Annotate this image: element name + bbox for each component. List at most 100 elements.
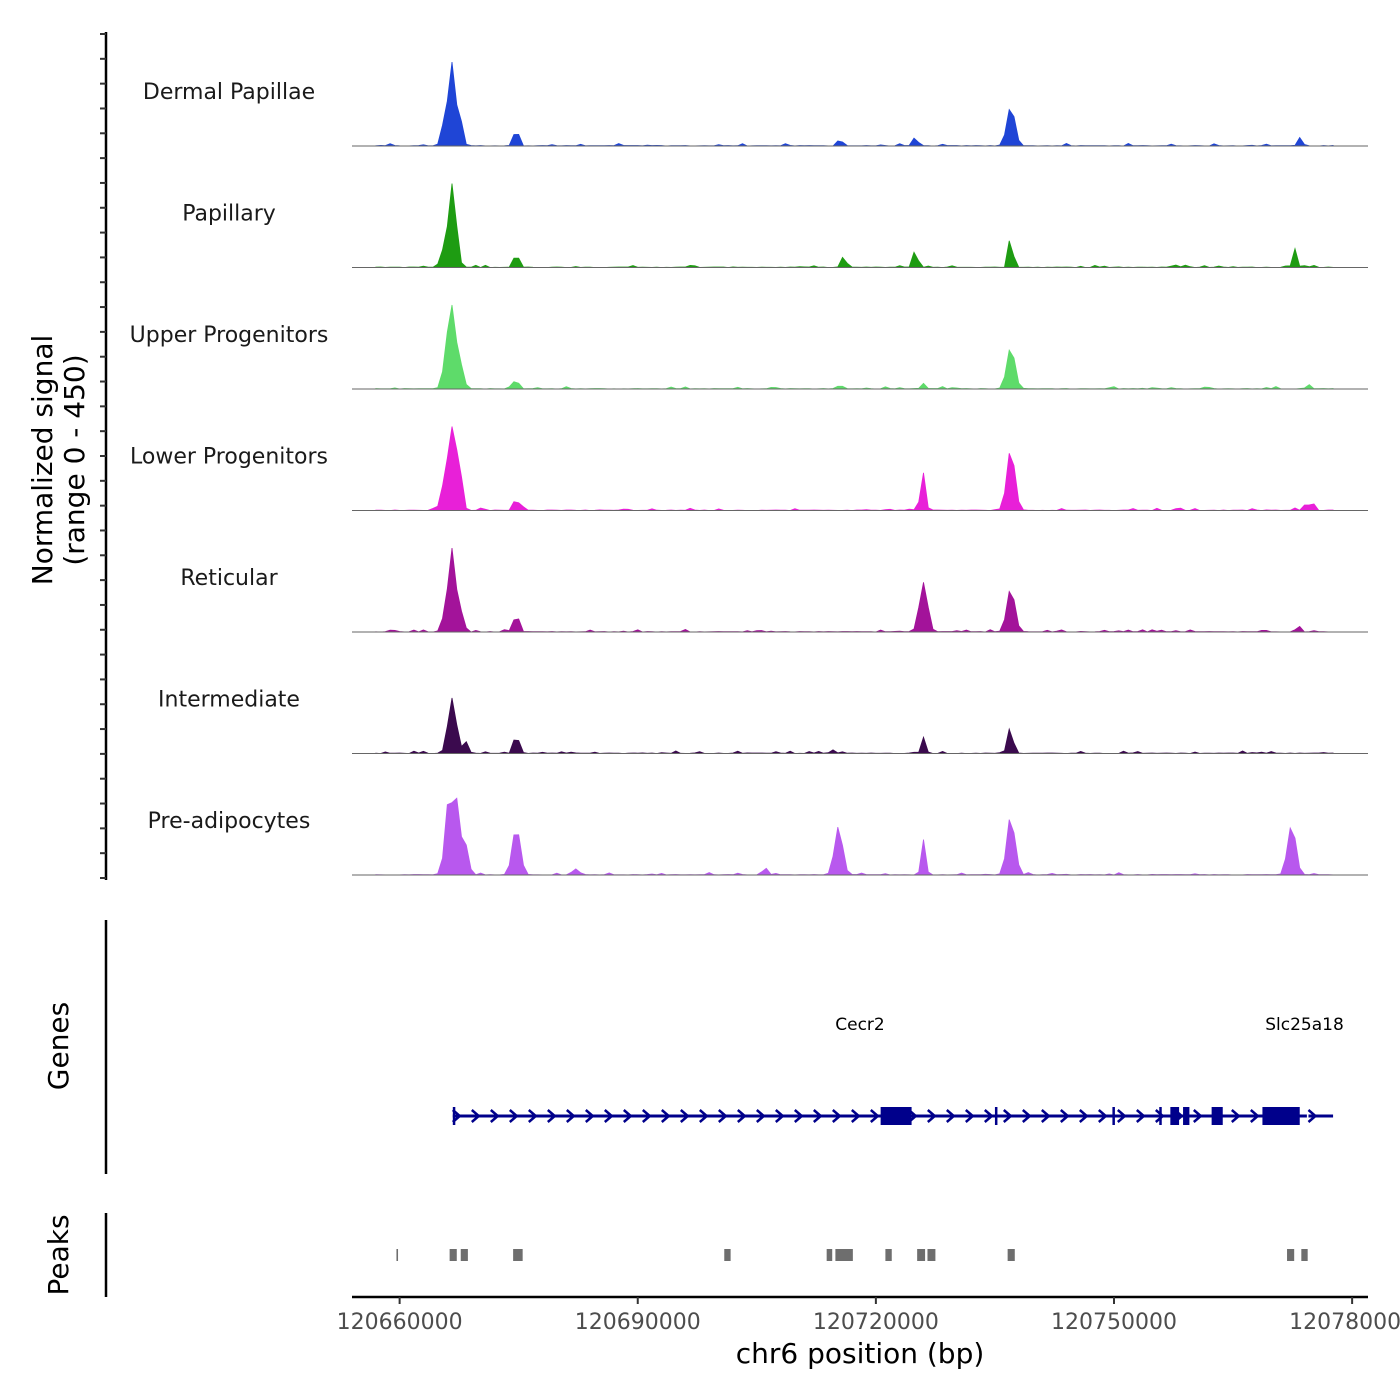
track-label: Papillary (182, 202, 276, 227)
signal-tracks: Dermal Papillae Papillary Upper Progenitor… (130, 61, 1368, 876)
x-axis-title: chr6 position (bp) (736, 1337, 985, 1370)
peak-region (927, 1249, 936, 1261)
x-tick-label: 120750000 (1051, 1310, 1177, 1335)
strand-arrow (926, 1109, 937, 1123)
coverage-track: Pre-adipocytes (148, 797, 1368, 876)
peak-region (826, 1249, 833, 1261)
strand-arrow (1230, 1109, 1241, 1123)
strand-arrow (1097, 1109, 1108, 1123)
coverage-area (375, 697, 1334, 754)
signal-y-ticks (100, 33, 106, 879)
track-label: Reticular (180, 566, 278, 591)
gene-label: Cecr2 (835, 1015, 884, 1035)
track-label: Intermediate (158, 688, 300, 713)
signal-y-axis-title: Normalized signal (26, 335, 59, 586)
exon (1170, 1107, 1180, 1125)
peak-region (1007, 1249, 1015, 1261)
gene-panel-title: Genes (42, 1002, 75, 1090)
x-axis-ticks: 120660000 120690000 120720000 120750000 1207… (337, 1297, 1400, 1335)
strand-arrow (869, 1109, 880, 1123)
strand-arrow (584, 1109, 595, 1123)
peak-region (396, 1249, 399, 1261)
exon (880, 1107, 912, 1125)
exon (1112, 1107, 1115, 1125)
coverage-track: Lower Progenitors (130, 426, 1368, 511)
coverage-track: Reticular (180, 547, 1368, 633)
strand-arrow (660, 1109, 671, 1123)
exon (1183, 1107, 1190, 1125)
strand-arrow (622, 1109, 633, 1123)
track-label: Dermal Papillae (143, 80, 315, 105)
strand-arrow (1002, 1109, 1013, 1123)
strand-arrow (1135, 1109, 1146, 1123)
strand-arrow (470, 1109, 481, 1123)
strand-arrow (755, 1109, 766, 1123)
strand-arrow (1154, 1109, 1165, 1123)
strand-arrow (945, 1109, 956, 1123)
coverage-area (375, 304, 1334, 390)
strand-arrow (1040, 1109, 1051, 1123)
coverage-track: Papillary (182, 183, 1368, 268)
coverage-area (375, 547, 1334, 633)
peak-region (917, 1249, 926, 1261)
strand-arrow (603, 1109, 614, 1123)
gene-model: Cecr2 (451, 1015, 1307, 1125)
strand-arrow (1116, 1109, 1127, 1123)
exon (452, 1107, 456, 1125)
strand-arrow (527, 1109, 538, 1123)
exon (994, 1107, 998, 1125)
x-tick-label: 120690000 (575, 1310, 701, 1335)
strand-arrow (698, 1109, 709, 1123)
gene-label: Slc25a18 (1265, 1015, 1344, 1035)
strand-arrow (1078, 1109, 1089, 1123)
x-tick-label: 120720000 (813, 1310, 939, 1335)
gene-models: Cecr2 Slc25a18 (451, 1015, 1344, 1125)
x-tick-label: 120660000 (337, 1310, 463, 1335)
strand-arrow (793, 1109, 804, 1123)
x-axis: 120660000 120690000 120720000 120750000 1207… (337, 1295, 1400, 1370)
track-label: Upper Progenitors (130, 323, 329, 348)
track-label: Pre-adipocytes (148, 809, 311, 834)
peak-regions (396, 1249, 1308, 1261)
signal-y-axis-range: (range 0 - 450) (58, 354, 91, 565)
strand-arrow (774, 1109, 785, 1123)
peak-region (724, 1249, 731, 1261)
peak-region (449, 1249, 457, 1261)
coverage-track: Upper Progenitors (130, 304, 1368, 390)
strand-arrow (850, 1109, 861, 1123)
coverage-area (375, 426, 1334, 511)
peak-region (835, 1249, 853, 1261)
coverage-area (375, 797, 1334, 876)
strand-arrow (1192, 1109, 1203, 1123)
coverage-track: Intermediate (158, 688, 1368, 754)
peak-region (513, 1249, 523, 1261)
strand-arrow (508, 1109, 519, 1123)
gene-panel: Genes Cecr2 Slc25a18 (42, 920, 1344, 1174)
coverage-area (375, 61, 1334, 147)
strand-arrow (1307, 1109, 1318, 1123)
strand-arrow (736, 1109, 747, 1123)
x-tick-label: 120780000 (1289, 1310, 1400, 1335)
strand-arrow (1021, 1109, 1032, 1123)
strand-arrow (717, 1109, 728, 1123)
peak-region (1287, 1249, 1295, 1261)
strand-arrow (679, 1109, 690, 1123)
strand-arrow (812, 1109, 823, 1123)
exon (1262, 1107, 1300, 1125)
track-label: Lower Progenitors (130, 445, 328, 470)
gene-model: Slc25a18 (1265, 1015, 1344, 1123)
peak-region (460, 1249, 468, 1261)
peak-region (885, 1249, 892, 1261)
coverage-area (375, 183, 1334, 268)
strand-arrow (489, 1109, 500, 1123)
strand-arrow (546, 1109, 557, 1123)
peak-region (1301, 1249, 1308, 1261)
signal-panel: Normalized signal (range 0 - 450) Dermal… (26, 32, 1368, 880)
peak-panel-title: Peaks (42, 1214, 75, 1295)
strand-arrow (565, 1109, 576, 1123)
peak-panel: Peaks (42, 1213, 1308, 1297)
strand-arrow (983, 1109, 994, 1123)
exon (1211, 1107, 1223, 1125)
strand-arrow (964, 1109, 975, 1123)
